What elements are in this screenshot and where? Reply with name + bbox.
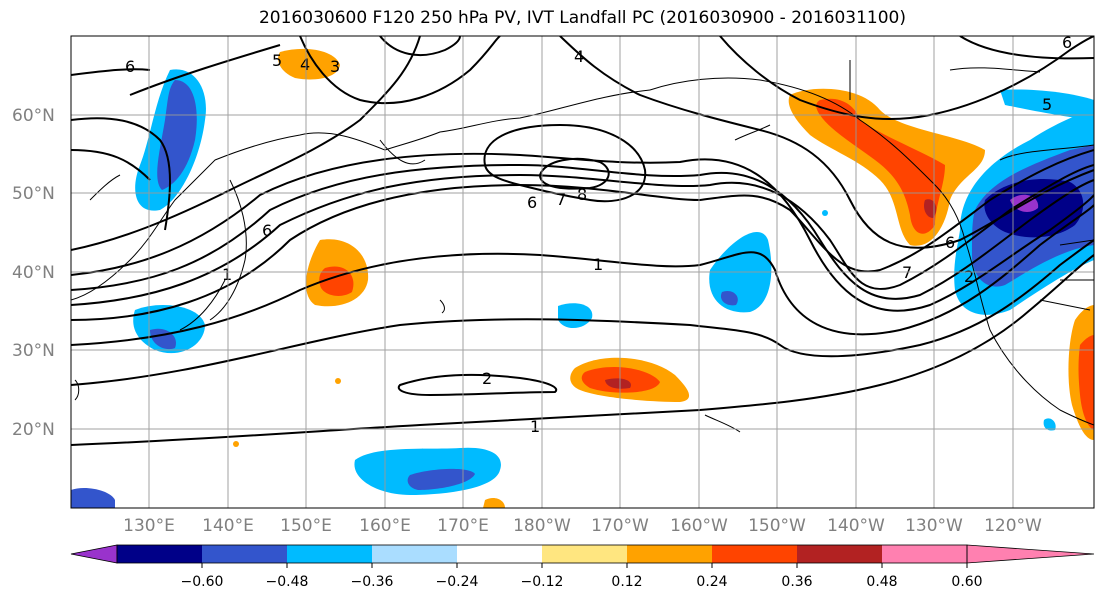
contour-label: 1 — [530, 417, 540, 436]
shade-patch-neg — [1043, 418, 1056, 431]
contour-label: 4 — [300, 55, 310, 74]
colorbar-segment — [372, 545, 457, 563]
lon-label: 160°W — [670, 516, 728, 536]
colorbar-segment — [797, 545, 882, 563]
lat-label: 20°N — [12, 420, 55, 440]
colorbar-tick-label: 0.36 — [781, 574, 812, 590]
latitude-labels: 60°N 50°N 40°N 30°N 20°N — [12, 106, 55, 440]
colorbar-segment — [542, 545, 627, 563]
lon-label: 180°W — [513, 516, 571, 536]
colorbar-extend-low — [70, 544, 118, 564]
lon-label: 130°W — [905, 516, 963, 536]
colorbar-tick-label: 0.12 — [611, 574, 642, 590]
contour-label: 2 — [482, 369, 492, 388]
contour-label: 5 — [272, 51, 282, 70]
lon-label: 140°E — [202, 516, 254, 536]
contour-label: 6 — [1062, 33, 1072, 52]
lon-label: 160°E — [359, 516, 411, 536]
lon-label: 150°E — [280, 516, 332, 536]
shade-patch-neg — [157, 80, 197, 190]
contour-labels: 6 5 4 3 6 7 8 1 2 1 6 1 6 7 2 4 5 6 — [125, 33, 1072, 436]
contour-label: 6 — [262, 221, 272, 240]
coastlines — [71, 60, 1094, 433]
contour-label: 1 — [593, 255, 603, 274]
graticule — [71, 36, 1094, 508]
colorbar-tick-label: 0.48 — [866, 574, 897, 590]
ivt-shading — [71, 48, 1094, 508]
lon-label: 170°W — [591, 516, 649, 536]
colorbar-tick-label: −0.24 — [436, 574, 479, 590]
colorbar-segment — [627, 545, 712, 563]
contour-label: 7 — [556, 190, 566, 209]
shade-patch-pos — [335, 378, 341, 384]
shade-patch-neg — [71, 488, 115, 508]
shade-patch-neg — [407, 468, 475, 490]
lon-label: 130°E — [123, 516, 175, 536]
lat-label: 50°N — [12, 184, 55, 204]
colorbar-tick-label: −0.60 — [181, 574, 224, 590]
colorbar-tick-label: −0.36 — [351, 574, 394, 590]
shade-patch-pos — [1078, 335, 1094, 430]
contour-label: 6 — [527, 193, 537, 212]
colorbar-tick-label: 0.24 — [696, 574, 727, 590]
shade-patch-neg — [822, 210, 828, 216]
longitude-labels: 130°E 140°E 150°E 160°E 170°E 180°W 170°… — [123, 516, 1042, 536]
map-title: 2016030600 F120 250 hPa PV, IVT Landfall… — [258, 8, 906, 28]
lat-label: 60°N — [12, 106, 55, 126]
contour-label: 5 — [1042, 95, 1052, 114]
contour-label: 4 — [574, 47, 584, 66]
colorbar-tick-label: −0.12 — [521, 574, 564, 590]
lon-label: 150°W — [748, 516, 806, 536]
colorbar-segment — [117, 545, 202, 563]
shade-patch-neg — [133, 305, 205, 354]
lon-label: 170°E — [437, 516, 489, 536]
shade-patch-neg — [558, 303, 593, 329]
lon-label: 140°W — [827, 516, 885, 536]
colorbar-segment — [457, 545, 542, 563]
shade-patch-pos — [233, 441, 239, 447]
shade-patch-pos — [923, 199, 937, 218]
colorbar-tick-label: 0.60 — [951, 574, 982, 590]
contour-label: 8 — [577, 185, 587, 204]
contour-label: 6 — [945, 233, 955, 252]
shade-patch-pos — [278, 48, 340, 80]
colorbar-segment — [287, 545, 372, 563]
shade-patch-neg — [720, 290, 738, 306]
colorbar-extend-high — [966, 544, 1095, 564]
colorbar: −0.60 −0.48 −0.36 −0.24 −0.12 0.12 0.24 … — [70, 544, 1095, 590]
colorbar-segment — [882, 545, 967, 563]
map-frame — [70, 35, 1095, 509]
colorbar-tick-labels: −0.60 −0.48 −0.36 −0.24 −0.12 0.12 0.24 … — [181, 574, 983, 590]
shade-patch-pos — [483, 497, 505, 508]
lat-label: 30°N — [12, 341, 55, 361]
colorbar-segment — [202, 545, 287, 563]
shade-patch-pos — [816, 98, 945, 234]
contour-label: 1 — [222, 265, 232, 284]
contour-label: 6 — [125, 57, 135, 76]
lat-label: 40°N — [12, 263, 55, 283]
map-panel: 6 5 4 3 6 7 8 1 2 1 6 1 6 7 2 4 5 6 — [71, 33, 1094, 508]
lon-label: 120°W — [984, 516, 1042, 536]
colorbar-tick-label: −0.48 — [266, 574, 309, 590]
shade-patch-neg — [1000, 89, 1094, 120]
contour-label: 3 — [330, 57, 340, 76]
shade-patch-pos — [605, 378, 631, 389]
contour-label: 2 — [964, 267, 974, 286]
colorbar-segment — [712, 545, 797, 563]
